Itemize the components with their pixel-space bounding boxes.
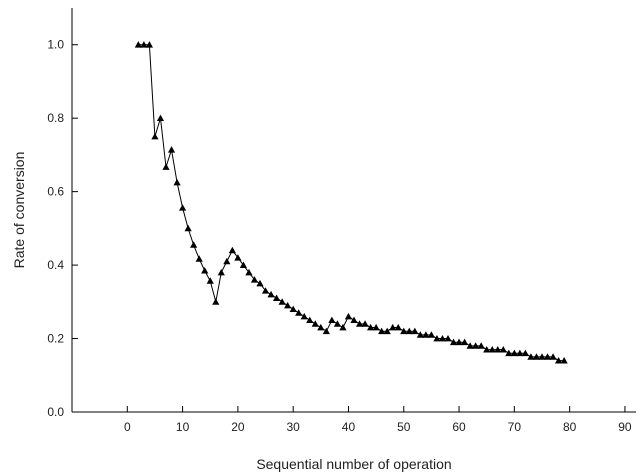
data-point-marker [483, 345, 491, 353]
data-point-marker [245, 268, 253, 276]
data-point-marker [521, 349, 530, 357]
x-tick-label: 40 [342, 420, 356, 434]
x-tick-label: 50 [397, 420, 411, 434]
y-tick-label: 0.8 [47, 111, 64, 125]
data-point-marker [300, 312, 308, 320]
data-point-marker [510, 349, 518, 357]
x-tick-label: 80 [563, 420, 577, 434]
data-point-marker [378, 327, 386, 335]
data-point-marker [405, 327, 413, 335]
data-point-marker [389, 323, 397, 331]
data-point-marker [184, 224, 192, 232]
data-point-marker [466, 342, 474, 349]
data-point-marker [212, 298, 220, 305]
data-point-marker [217, 268, 225, 276]
data-point-marker [366, 323, 375, 331]
data-point-marker [444, 334, 452, 342]
data-point-marker [488, 345, 496, 353]
data-point-marker [261, 287, 270, 294]
data-point-marker [543, 353, 552, 360]
x-tick-label: 20 [231, 420, 245, 434]
data-point-marker [228, 246, 236, 254]
data-point-marker [272, 294, 281, 302]
data-point-marker [538, 353, 546, 360]
data-point-marker [317, 323, 325, 331]
x-tick-label: 90 [618, 420, 632, 434]
y-tick-label: 0.0 [47, 405, 64, 419]
data-point-marker [223, 257, 231, 265]
data-point-marker [422, 331, 430, 338]
data-point-marker [162, 163, 170, 170]
data-point-marker [284, 301, 292, 309]
data-point-marker [140, 41, 148, 48]
data-point-marker [256, 279, 264, 287]
data-point-marker [560, 356, 568, 364]
x-tick-label: 0 [124, 420, 131, 434]
data-point-marker [372, 323, 380, 331]
data-point-marker [339, 323, 347, 331]
data-point-marker [206, 277, 214, 284]
data-point-marker [190, 241, 198, 248]
data-point-marker [311, 320, 319, 327]
data-point-marker [328, 316, 336, 324]
data-point-marker [449, 338, 458, 346]
data-point-marker [394, 323, 402, 331]
y-tick-label: 1.0 [47, 38, 64, 52]
data-point-marker [344, 312, 353, 320]
data-point-marker [549, 353, 557, 360]
plot-area: 0.0 0.2 0.4 0.6 0.8 1.0 0 10 20 30 40 50 60 70 80 90 [47, 8, 636, 434]
y-tick-label: 0.6 [47, 185, 64, 199]
data-point-marker [134, 41, 142, 48]
y-tick-label: 0.2 [47, 332, 64, 346]
data-point-marker [438, 334, 447, 342]
data-point-marker [145, 41, 154, 48]
data-point-marker [201, 267, 209, 274]
y-tick-label: 0.4 [47, 258, 64, 272]
data-point-marker [173, 178, 181, 186]
data-point-marker [151, 132, 159, 140]
data-point-marker [167, 146, 176, 153]
data-point-marker [505, 349, 513, 357]
data-point-marker [400, 327, 408, 335]
data-point-marker [333, 320, 342, 327]
series-line [138, 44, 565, 362]
data-point-marker [532, 353, 541, 360]
data-point-marker [383, 327, 391, 335]
x-axis-title: Sequential number of operation [256, 456, 451, 472]
data-point-marker [361, 320, 369, 327]
data-point-marker [433, 334, 441, 342]
x-tick-label: 30 [286, 420, 300, 434]
data-point-marker [477, 342, 485, 349]
data-point-marker [455, 338, 463, 346]
data-point-marker [355, 320, 364, 327]
data-point-marker [195, 255, 203, 262]
data-point-marker [472, 342, 480, 349]
data-point-marker [499, 345, 507, 353]
x-tick-label: 60 [452, 420, 466, 434]
x-tick-label: 10 [176, 420, 190, 434]
data-point-marker [416, 331, 424, 338]
data-point-marker [267, 290, 275, 298]
data-point-marker [350, 316, 358, 324]
x-tick-label: 70 [508, 420, 522, 434]
data-point-marker [278, 298, 286, 305]
data-point-marker [295, 309, 303, 316]
data-point-marker [250, 276, 259, 283]
data-point-marker [289, 305, 297, 313]
data-point-marker [427, 331, 436, 338]
data-point-marker [234, 254, 242, 261]
data-point-marker [527, 353, 535, 360]
data-point-marker [178, 204, 187, 211]
data-point-marker [306, 316, 314, 324]
data-point-marker [239, 261, 248, 268]
data-point-marker [411, 327, 419, 335]
data-point-marker [494, 345, 502, 353]
data-point-marker [554, 356, 563, 364]
y-axis-title: Rate of conversion [11, 152, 27, 269]
data-point-marker [516, 349, 524, 357]
data-point-marker [460, 338, 469, 346]
data-point-marker [322, 327, 330, 335]
data-point-marker [156, 114, 165, 122]
